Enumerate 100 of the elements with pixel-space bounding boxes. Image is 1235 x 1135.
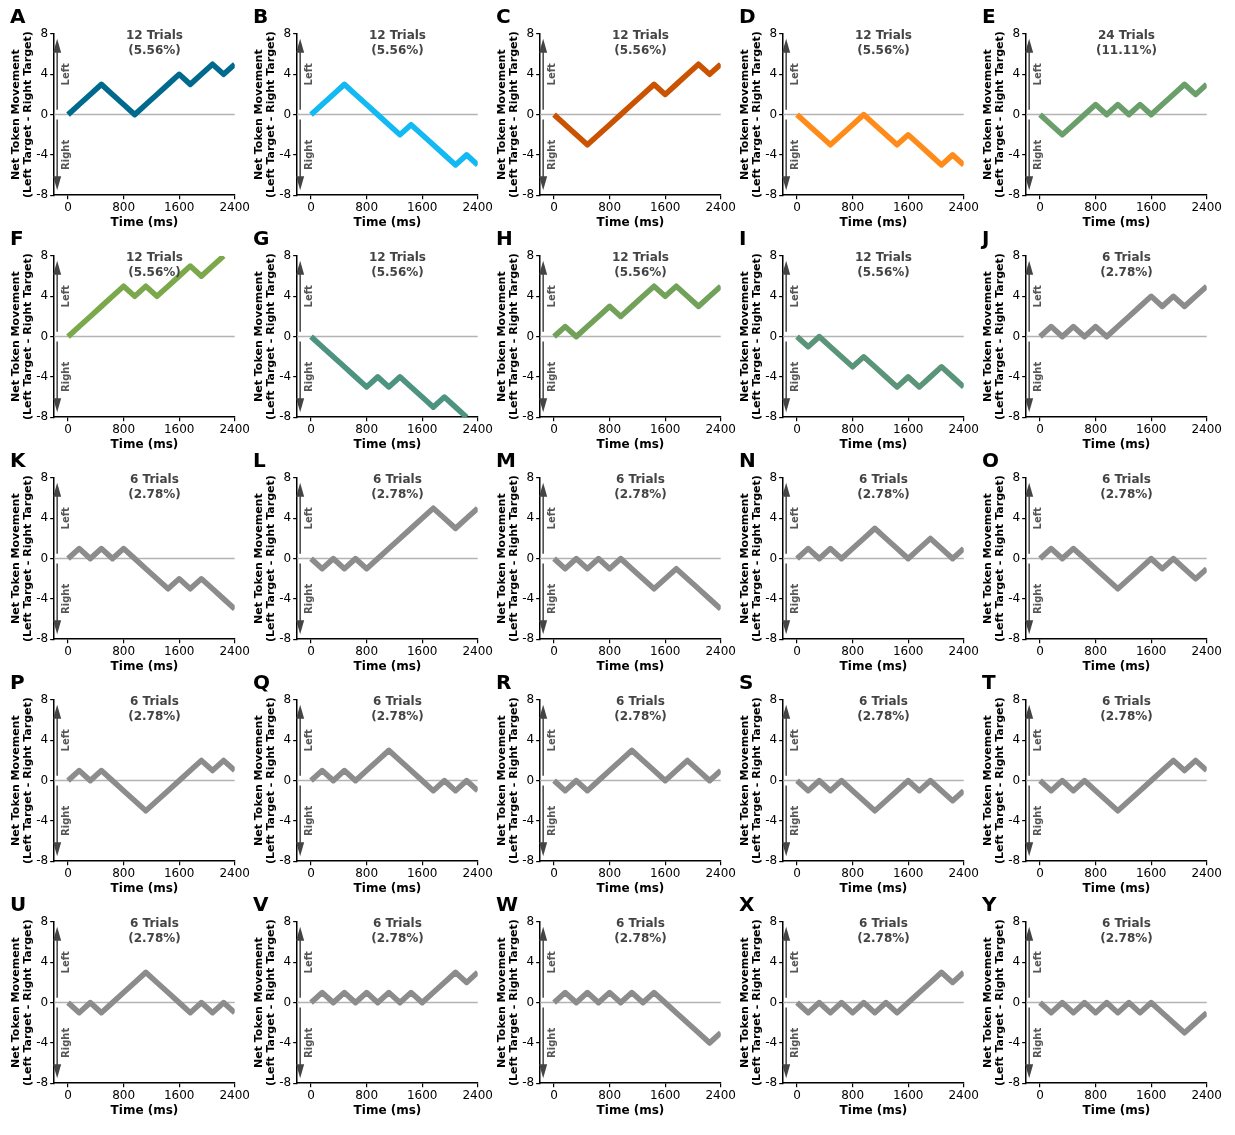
- x-tick-label: 0: [64, 1087, 72, 1102]
- y-tick-label: 8: [1012, 248, 1021, 263]
- chart-title: F: [10, 226, 24, 251]
- y-tick-label: 0: [283, 328, 292, 343]
- x-tick-label: 0: [550, 199, 558, 214]
- annotation: Left: [788, 728, 800, 752]
- x-tick-label: 0: [1036, 199, 1044, 214]
- y-tick-label: 0: [283, 772, 292, 787]
- y-tick-label: 8: [526, 470, 535, 485]
- y-tick-label: -8: [765, 1075, 778, 1090]
- y-tick-label: 0: [769, 328, 778, 343]
- chart-title: U: [10, 892, 27, 917]
- chart-title: N: [739, 448, 756, 473]
- x-tick-label: 2400: [1191, 421, 1222, 436]
- annotation: Left: [545, 728, 557, 752]
- chart-title: K: [10, 448, 27, 473]
- y-tick-label: 0: [526, 994, 535, 1009]
- annotation: Right: [545, 361, 557, 392]
- x-tick-label: 800: [1084, 1087, 1108, 1102]
- x-axis-title: Time (ms): [110, 214, 179, 229]
- chart-subtitle: 6 Trials (2.78%): [857, 916, 910, 946]
- y-tick-label: 4: [769, 66, 778, 81]
- y-tick-label: -8: [765, 853, 778, 868]
- x-axis-title: Time (ms): [353, 658, 422, 673]
- y-tick-label: 4: [40, 288, 49, 303]
- x-tick-label: 1600: [1135, 643, 1167, 658]
- chart-title: E: [982, 4, 996, 29]
- x-tick-label: 1600: [892, 421, 924, 436]
- chart-title: H: [496, 226, 513, 251]
- x-axis-title: Time (ms): [110, 436, 179, 451]
- annotation: Right: [545, 805, 557, 836]
- y-tick-label: -8: [1008, 631, 1021, 646]
- chart-title: L: [253, 448, 266, 473]
- chart-subtitle: 6 Trials (2.78%): [1100, 472, 1153, 502]
- y-tick-label: 4: [1012, 732, 1021, 747]
- annotation: Left: [545, 62, 557, 86]
- x-tick-label: 2400: [219, 199, 250, 214]
- y-tick-label: 4: [526, 66, 535, 81]
- x-tick-label: 2400: [705, 643, 736, 658]
- y-axis-title: Net Token Movement (Left Target - Right Target): [251, 697, 278, 864]
- y-axis-title: Net Token Movement (Left Target - Right Target): [8, 697, 35, 864]
- chart-subtitle: 6 Trials (2.78%): [614, 472, 667, 502]
- chart-title: T: [982, 670, 996, 695]
- y-tick-label: -4: [36, 1035, 49, 1050]
- annotation: Right: [302, 1027, 314, 1058]
- annotation: Left: [302, 284, 314, 308]
- y-tick-label: 0: [769, 772, 778, 787]
- annotation: Left: [545, 950, 557, 974]
- x-tick-label: 1600: [163, 199, 195, 214]
- y-tick-label: 4: [526, 732, 535, 747]
- x-tick-label: 2400: [462, 199, 493, 214]
- y-tick-label: -4: [522, 147, 535, 162]
- y-tick-label: -4: [765, 369, 778, 384]
- y-axis-title: Net Token Movement (Left Target - Right Target): [251, 31, 278, 198]
- chart-subtitle: 12 Trials (5.56%): [611, 28, 670, 58]
- x-tick-label: 800: [841, 421, 865, 436]
- x-axis-title: Time (ms): [596, 436, 665, 451]
- y-tick-label: 4: [769, 510, 778, 525]
- x-tick-label: 0: [793, 865, 801, 880]
- annotation: Right: [545, 583, 557, 614]
- y-tick-label: -4: [36, 813, 49, 828]
- chart-title: I: [739, 226, 747, 251]
- chart-subtitle: 6 Trials (2.78%): [128, 694, 181, 724]
- x-axis-title: Time (ms): [839, 1102, 908, 1117]
- x-tick-label: 800: [355, 1087, 379, 1102]
- y-tick-label: 8: [1012, 692, 1021, 707]
- annotation: Left: [302, 950, 314, 974]
- y-tick-label: 0: [769, 550, 778, 565]
- y-axis-title: Net Token Movement (Left Target - Right Target): [494, 31, 521, 198]
- y-tick-label: 0: [1012, 550, 1021, 565]
- chart-subtitle: 6 Trials (2.78%): [1100, 916, 1153, 946]
- chart-title: S: [739, 670, 754, 695]
- y-tick-label: 8: [283, 248, 292, 263]
- y-tick-label: 4: [769, 288, 778, 303]
- x-tick-label: 800: [598, 1087, 622, 1102]
- y-tick-label: 8: [40, 914, 49, 929]
- y-axis-title: Net Token Movement (Left Target - Right Target): [494, 697, 521, 864]
- y-tick-label: 4: [1012, 288, 1021, 303]
- chart-title: A: [10, 4, 26, 29]
- chart-subtitle: 6 Trials (2.78%): [857, 472, 910, 502]
- x-tick-label: 2400: [948, 1087, 979, 1102]
- chart-subtitle: 12 Trials (5.56%): [611, 250, 670, 280]
- chart-title: D: [739, 4, 756, 29]
- x-tick-label: 1600: [1135, 421, 1167, 436]
- y-tick-label: -4: [765, 147, 778, 162]
- x-tick-label: 0: [793, 421, 801, 436]
- x-tick-label: 1600: [163, 1087, 195, 1102]
- x-tick-label: 1600: [649, 1087, 681, 1102]
- y-tick-label: -8: [522, 409, 535, 424]
- x-tick-label: 800: [841, 643, 865, 658]
- y-tick-label: 8: [769, 692, 778, 707]
- y-axis-title: Net Token Movement (Left Target - Right Target): [737, 475, 764, 642]
- x-tick-label: 0: [793, 1087, 801, 1102]
- x-tick-label: 2400: [1191, 643, 1222, 658]
- y-tick-label: 0: [40, 772, 49, 787]
- x-tick-label: 2400: [705, 1087, 736, 1102]
- x-tick-label: 0: [64, 421, 72, 436]
- x-tick-label: 0: [1036, 1087, 1044, 1102]
- x-tick-label: 0: [307, 199, 315, 214]
- x-tick-label: 800: [355, 421, 379, 436]
